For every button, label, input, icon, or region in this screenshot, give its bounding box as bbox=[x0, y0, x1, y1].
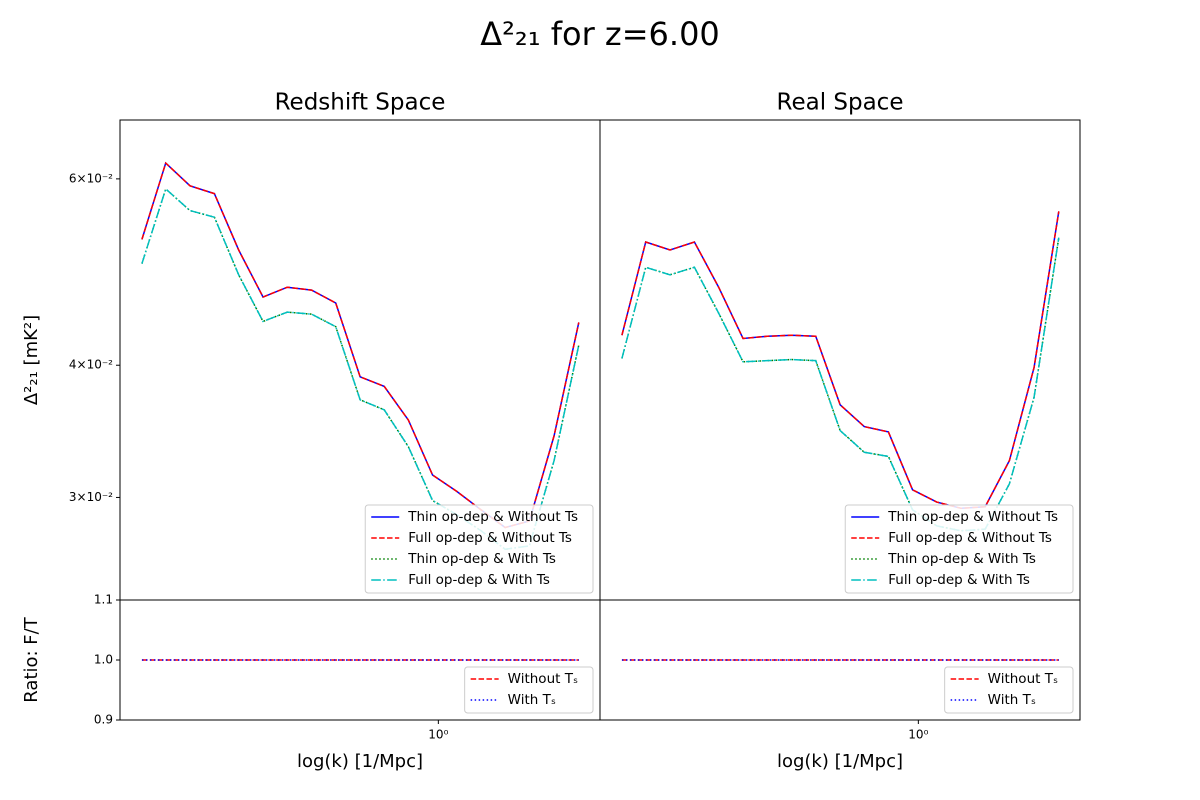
legend: Thin op-dep & Without Ts Full op-dep & Wi… bbox=[364, 504, 594, 594]
x-tick-label: 10⁰ bbox=[908, 728, 928, 742]
legend-label: Thin op-dep & With Ts bbox=[407, 551, 556, 567]
figure-title: Δ²₂₁ for z=6.00 bbox=[480, 15, 720, 53]
legend: Thin op-dep & Without Ts Full op-dep & Wi… bbox=[844, 504, 1074, 594]
y-tick-label: 4×10⁻² bbox=[69, 358, 113, 372]
legend-label: Thin op-dep & Without Ts bbox=[887, 509, 1058, 525]
axes-frame bbox=[599, 599, 1081, 721]
legend-label: With Tₛ bbox=[508, 692, 556, 708]
y-tick-label: 3×10⁻² bbox=[69, 490, 113, 504]
legend: Without Tₛ With Tₛ bbox=[944, 666, 1074, 714]
panel-title: Real Space bbox=[777, 90, 904, 116]
panel-title: Redshift Space bbox=[275, 90, 446, 116]
y-tick-label: 6×10⁻² bbox=[69, 171, 113, 185]
x-axis-label: log(k) [1/Mpc] bbox=[297, 751, 423, 772]
legend-label: Full op-dep & Without Ts bbox=[888, 530, 1052, 546]
x-axis-label: log(k) [1/Mpc] bbox=[777, 751, 903, 772]
x-tick-label: 10⁰ bbox=[428, 728, 448, 742]
y-tick-label: 0.9 bbox=[94, 713, 113, 727]
y-tick-label: 1.0 bbox=[94, 653, 113, 667]
legend-box bbox=[844, 504, 1074, 594]
legend-label: Thin op-dep & With Ts bbox=[887, 551, 1036, 567]
legend-label: Full op-dep & Without Ts bbox=[408, 530, 572, 546]
legend-label: Without Tₛ bbox=[508, 671, 578, 687]
y-tick-label: 1.1 bbox=[94, 593, 113, 607]
legend-box bbox=[364, 504, 594, 594]
legend-label: Full op-dep & With Ts bbox=[888, 572, 1030, 588]
legend: Without Tₛ With Tₛ bbox=[464, 666, 594, 714]
y-axis-label: Ratio: F/T bbox=[21, 616, 42, 702]
legend-label: Full op-dep & With Ts bbox=[408, 572, 550, 588]
legend-label: Without Tₛ bbox=[988, 671, 1058, 687]
legend-label: With Tₛ bbox=[988, 692, 1036, 708]
legend-label: Thin op-dep & Without Ts bbox=[407, 509, 578, 525]
y-axis-label: Δ²₂₁ [mK²] bbox=[21, 315, 42, 405]
